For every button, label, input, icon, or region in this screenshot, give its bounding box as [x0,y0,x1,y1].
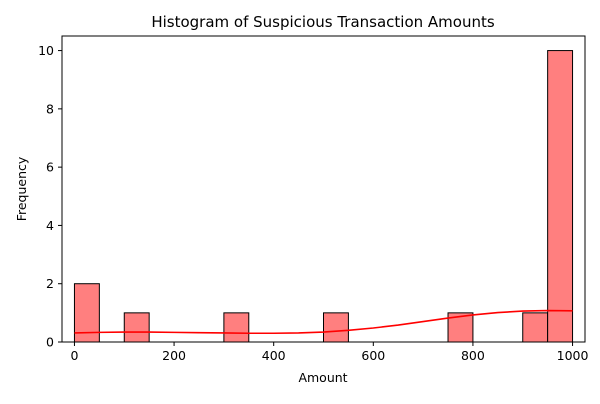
y-tick-label-4: 4 [46,218,54,233]
bars-layer [73,50,574,343]
y-tick-label-10: 10 [38,43,54,58]
x-tick-label-200: 200 [162,348,186,363]
x-tick-label-400: 400 [262,348,286,363]
kde-curve [74,309,573,335]
x-tick-label-800: 800 [461,348,485,363]
histogram-bar-2 [223,312,250,343]
y-tick-label-0: 0 [46,335,54,350]
x-axis-label: Amount [298,370,347,385]
plot-frame [61,35,586,343]
histogram-bar-3 [323,312,349,343]
x-tick-label-0: 0 [70,348,78,363]
kde-layer [74,309,573,335]
y-tick-label-8: 8 [46,101,54,116]
y-tick-label-2: 2 [46,276,54,291]
chart-title: Histogram of Suspicious Transaction Amou… [151,13,495,31]
y-axis-label: Frequency [14,156,29,221]
histogram-bar-5 [522,312,549,343]
x-tick-label-600: 600 [361,348,385,363]
axes-layer: 0 200 400 600 800 1000 0 2 4 6 8 10 [38,35,589,363]
histogram-bar-1 [123,312,150,343]
y-tick-label-6: 6 [46,160,54,175]
histogram-bar-6 [547,50,574,343]
x-tick-label-1000: 1000 [557,348,589,363]
